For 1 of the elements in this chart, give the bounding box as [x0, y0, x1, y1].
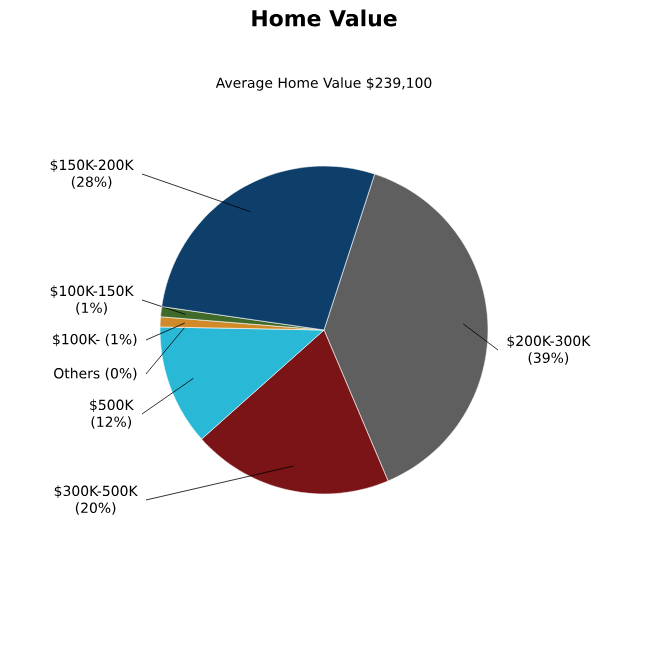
- chart-title: Home Value: [252, 9, 397, 27]
